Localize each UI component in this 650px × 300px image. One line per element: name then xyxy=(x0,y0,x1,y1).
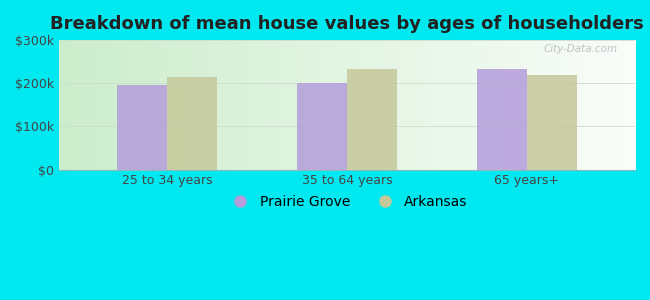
Title: Breakdown of mean house values by ages of householders: Breakdown of mean house values by ages o… xyxy=(50,15,644,33)
Bar xyxy=(167,77,217,170)
Bar xyxy=(476,69,527,170)
Bar xyxy=(296,83,347,170)
Legend: Prairie Grove, Arkansas: Prairie Grove, Arkansas xyxy=(221,189,473,214)
Bar xyxy=(347,69,397,170)
Text: City-Data.com: City-Data.com xyxy=(543,44,618,54)
Bar xyxy=(116,85,167,170)
Bar xyxy=(527,76,577,169)
